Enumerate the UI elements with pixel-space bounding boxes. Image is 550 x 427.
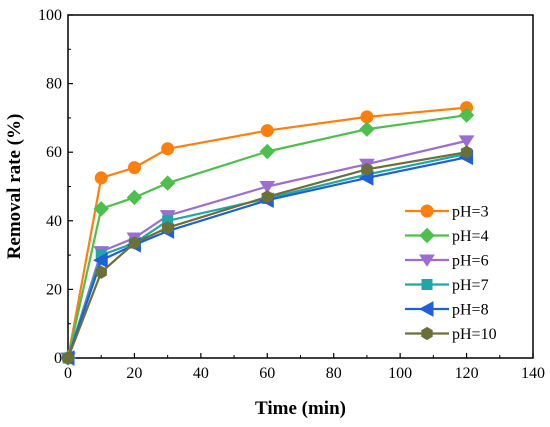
data-point bbox=[93, 201, 109, 217]
y-tick-label: 80 bbox=[46, 76, 62, 93]
x-tick-label: 60 bbox=[259, 365, 275, 382]
data-point bbox=[62, 351, 74, 365]
y-tick-label: 20 bbox=[46, 281, 62, 298]
y-tick-label: 0 bbox=[54, 350, 62, 367]
y-tick-label: 40 bbox=[46, 213, 62, 230]
x-tick-label: 0 bbox=[64, 365, 72, 382]
data-point bbox=[458, 107, 475, 123]
legend: pH=3 pH=4 pH=6 pH=7 pH=8 pH=10 bbox=[405, 204, 497, 343]
x-axis-title: Time (min) bbox=[255, 398, 346, 419]
x-tick-label: 100 bbox=[388, 365, 412, 382]
legend-entry: pH=7 bbox=[405, 277, 489, 294]
legend-marker bbox=[421, 326, 433, 341]
data-point bbox=[94, 171, 108, 185]
legend-label: pH=7 bbox=[452, 277, 489, 294]
data-point bbox=[161, 142, 175, 156]
data-point bbox=[161, 221, 174, 235]
legend-label: pH=10 bbox=[452, 326, 497, 343]
y-tick-label: 100 bbox=[38, 7, 62, 24]
data-point bbox=[261, 190, 273, 204]
series-pH=3 bbox=[61, 101, 474, 365]
y-tick-label: 60 bbox=[46, 144, 62, 161]
data-point bbox=[361, 162, 373, 176]
series-pH=10 bbox=[62, 145, 473, 365]
legend-marker bbox=[420, 204, 434, 218]
data-point bbox=[458, 135, 475, 148]
data-point bbox=[259, 181, 276, 194]
x-tick-label: 20 bbox=[126, 365, 142, 382]
legend-label: pH=4 bbox=[452, 228, 489, 245]
legend-label: pH=8 bbox=[452, 302, 489, 319]
y-axis-title: Removal rate (%) bbox=[4, 114, 25, 260]
data-point bbox=[259, 143, 275, 160]
data-point bbox=[127, 161, 141, 175]
legend-marker bbox=[421, 279, 433, 290]
data-point bbox=[460, 145, 473, 159]
legend-entry: pH=6 bbox=[405, 253, 489, 270]
data-point bbox=[360, 110, 374, 124]
series-layer bbox=[59, 101, 475, 366]
data-point bbox=[126, 189, 143, 206]
axes: 0 20 40 60 80 100 120 140 0 20 40 60 80 100 bbox=[38, 7, 545, 382]
x-tick-label: 120 bbox=[455, 365, 479, 382]
legend-entry: pH=4 bbox=[405, 227, 489, 245]
legend-label: pH=6 bbox=[452, 253, 489, 270]
x-tick-label: 40 bbox=[193, 365, 209, 382]
legend-marker bbox=[418, 301, 434, 317]
x-tick-label: 140 bbox=[521, 365, 545, 382]
legend-label: pH=3 bbox=[452, 204, 489, 221]
legend-marker bbox=[419, 254, 435, 267]
data-point bbox=[128, 236, 141, 250]
legend-entry: pH=8 bbox=[405, 301, 489, 319]
data-point bbox=[359, 121, 375, 137]
x-tick-label: 80 bbox=[326, 365, 342, 382]
data-point bbox=[93, 252, 108, 269]
legend-marker bbox=[419, 227, 435, 244]
legend-entry: pH=10 bbox=[405, 326, 497, 343]
legend-entry: pH=3 bbox=[405, 204, 489, 221]
data-point bbox=[260, 124, 274, 138]
data-point bbox=[95, 265, 107, 279]
data-point bbox=[159, 175, 176, 191]
